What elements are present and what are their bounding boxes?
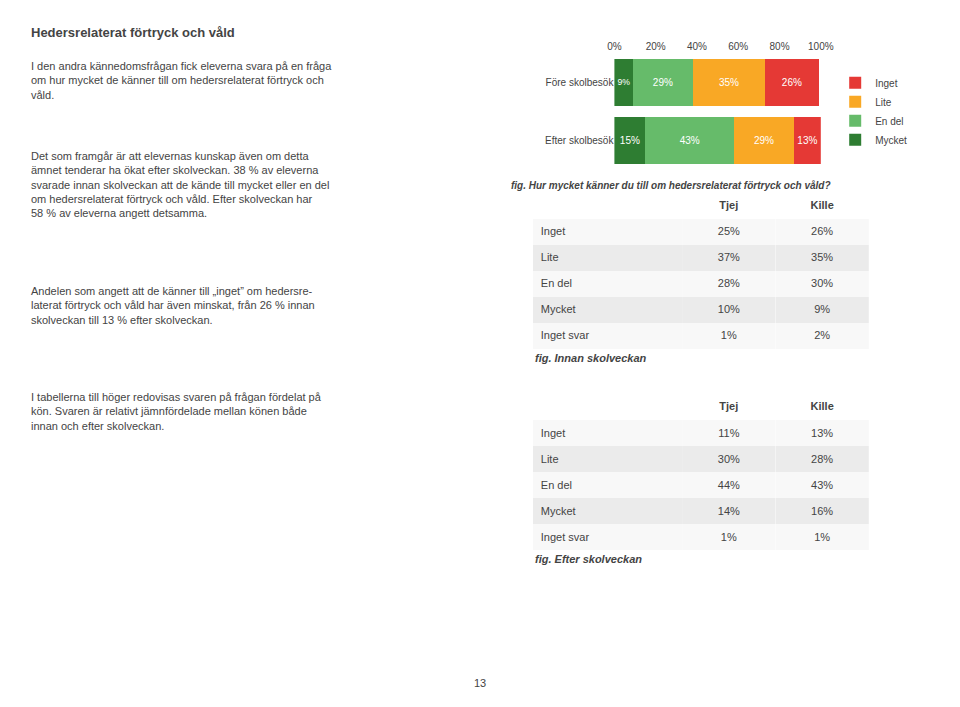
svg-text:Inget svar: Inget svar [541, 531, 590, 543]
svg-text:13%: 13% [797, 135, 817, 146]
svg-text:En del: En del [541, 277, 572, 289]
svg-text:14%: 14% [718, 505, 740, 517]
svg-text:30%: 30% [718, 453, 740, 465]
svg-text:30%: 30% [811, 277, 833, 289]
svg-text:35%: 35% [811, 251, 833, 263]
svg-text:43%: 43% [811, 479, 833, 491]
svg-text:44%: 44% [718, 479, 740, 491]
svg-text:35%: 35% [719, 77, 739, 88]
svg-text:16%: 16% [811, 505, 833, 517]
svg-text:26%: 26% [782, 77, 802, 88]
svg-text:En del: En del [875, 116, 903, 127]
svg-text:Före skolbesök: Före skolbesök [546, 77, 615, 88]
svg-text:Lite: Lite [875, 97, 892, 108]
svg-text:10%: 10% [718, 303, 740, 315]
svg-text:Mycket: Mycket [541, 303, 576, 315]
svg-text:28%: 28% [811, 453, 833, 465]
svg-text:fig. Innan skolveckan: fig. Innan skolveckan [535, 352, 647, 364]
svg-text:2%: 2% [814, 329, 830, 341]
svg-text:I den andra kännedomsfrågan fi: I den andra kännedomsfrågan fick elevern… [31, 60, 332, 101]
svg-text:Lite: Lite [541, 453, 559, 465]
svg-text:15%: 15% [620, 135, 640, 146]
svg-text:37%: 37% [718, 251, 740, 263]
svg-text:Inget: Inget [875, 78, 897, 89]
svg-text:Inget svar: Inget svar [541, 329, 590, 341]
svg-text:29%: 29% [653, 77, 673, 88]
svg-text:Tjej: Tjej [719, 199, 738, 211]
svg-text:1%: 1% [721, 329, 737, 341]
svg-text:Mycket: Mycket [875, 135, 907, 146]
svg-text:40%: 40% [687, 41, 707, 52]
svg-text:Mycket: Mycket [541, 505, 576, 517]
svg-text:Andelen som angett att de känn: Andelen som angett att de känner till „i… [31, 285, 315, 326]
svg-text:fig. Efter skolveckan: fig. Efter skolveckan [535, 553, 642, 565]
svg-text:80%: 80% [770, 41, 790, 52]
svg-text:28%: 28% [718, 277, 740, 289]
svg-text:Lite: Lite [541, 251, 559, 263]
svg-text:25%: 25% [718, 225, 740, 237]
svg-text:Inget: Inget [541, 427, 565, 439]
svg-text:I tabellerna till höger redovi: I tabellerna till höger redovisas svaren… [31, 391, 322, 432]
svg-text:43%: 43% [680, 135, 700, 146]
svg-text:100%: 100% [808, 41, 834, 52]
svg-text:9%: 9% [617, 77, 630, 87]
svg-text:9%: 9% [814, 303, 830, 315]
svg-text:11%: 11% [718, 427, 739, 439]
svg-text:0%: 0% [607, 41, 622, 52]
svg-text:Inget: Inget [541, 225, 565, 237]
svg-text:26%: 26% [811, 225, 833, 237]
svg-text:Kille: Kille [811, 199, 834, 211]
svg-text:Hedersrelaterat förtryck och v: Hedersrelaterat förtryck och våld [31, 25, 235, 40]
svg-text:1%: 1% [814, 531, 830, 543]
svg-text:13%: 13% [811, 427, 833, 439]
svg-text:Det som framgår är att elevern: Det som framgår är att elevernas kunskap… [31, 150, 329, 219]
svg-text:60%: 60% [728, 41, 748, 52]
svg-text:29%: 29% [754, 135, 774, 146]
svg-text:Tjej: Tjej [719, 400, 738, 412]
svg-text:Kille: Kille [811, 400, 834, 412]
svg-text:Efter skolbesök: Efter skolbesök [545, 135, 614, 146]
svg-text:13: 13 [474, 677, 486, 689]
svg-text:fig. Hur mycket känner du till: fig. Hur mycket känner du till om heders… [511, 180, 831, 191]
svg-text:1%: 1% [721, 531, 737, 543]
svg-text:20%: 20% [646, 41, 666, 52]
svg-text:En del: En del [541, 479, 572, 491]
